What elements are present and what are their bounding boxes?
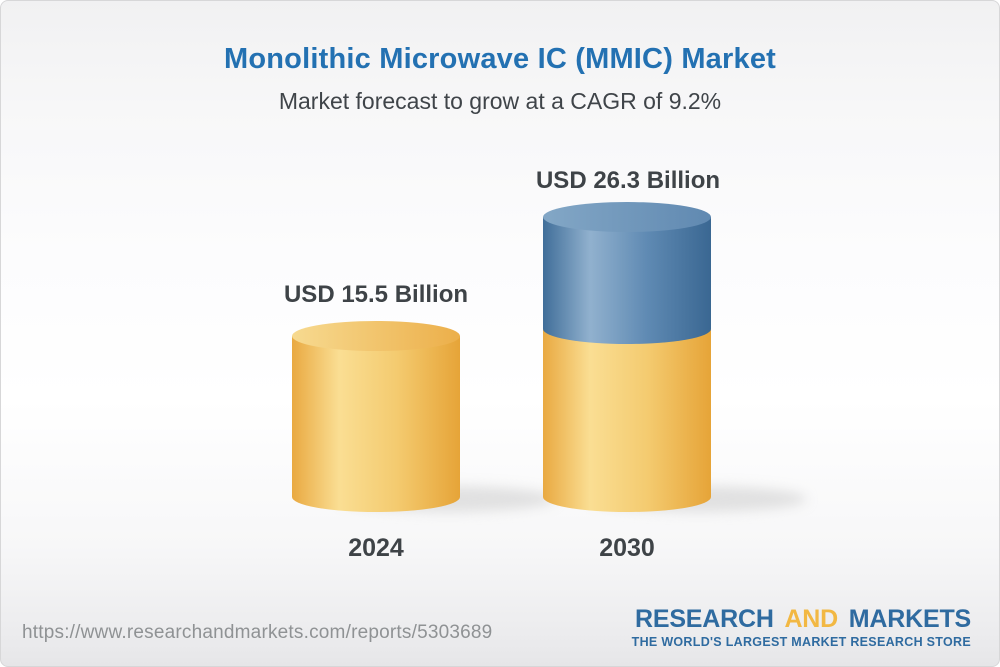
logo-word-and: AND — [784, 605, 839, 633]
logo-word-research: RESEARCH — [635, 605, 774, 633]
logo-word-markets: MARKETS — [848, 605, 971, 633]
report-url: https://www.researchandmarkets.com/repor… — [22, 622, 493, 643]
value-label-2030: USD 26.3 Billion — [535, 167, 721, 194]
axis-label-2030: 2030 — [599, 534, 655, 562]
page-title: Monolithic Microwave IC (MMIC) Market — [224, 43, 776, 75]
page-subtitle: Market forecast to grow at a CAGR of 9.2… — [278, 88, 722, 114]
bar-2024-cylinder-top — [292, 321, 460, 351]
bar-2030-growth-cylinder-body — [543, 217, 711, 344]
axis-label-2024: 2024 — [348, 534, 404, 562]
bar-2024-cylinder-body — [292, 336, 460, 512]
logo-tagline: THE WORLD'S LARGEST MARKET RESEARCH STOR… — [631, 635, 971, 649]
logo-wordmark: RESEARCH AND MARKETS — [632, 607, 971, 632]
bar-2030-growth-cylinder-top — [543, 202, 711, 232]
value-label-2024: USD 15.5 Billion — [283, 281, 469, 308]
bar-2030-base-cylinder-body — [543, 329, 711, 512]
research-and-markets-logo: RESEARCH AND MARKETS THE WORLD'S LARGEST… — [631, 607, 972, 649]
